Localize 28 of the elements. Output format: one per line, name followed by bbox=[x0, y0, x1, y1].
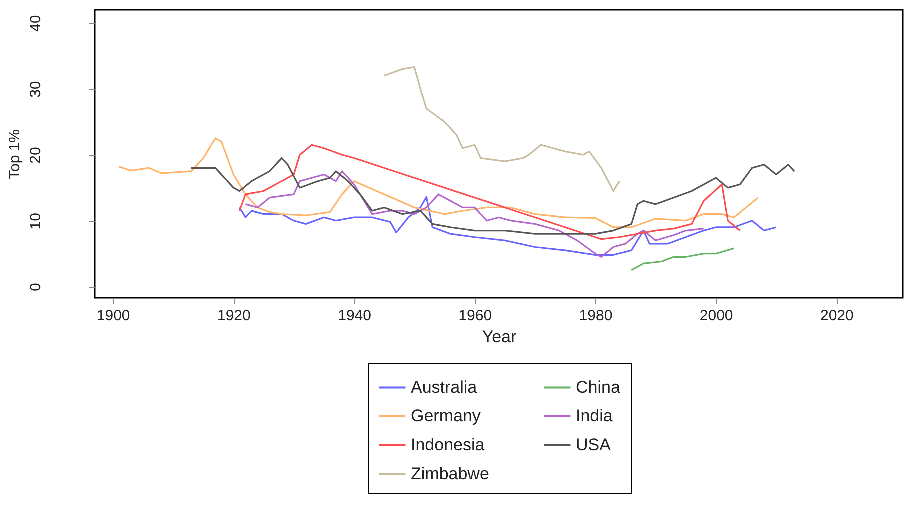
x-tick-label: 2000 bbox=[700, 308, 734, 324]
line-series bbox=[238, 196, 778, 256]
legend-label: Indonesia bbox=[411, 436, 486, 454]
y-tick-label: 30 bbox=[28, 81, 44, 98]
legend-label: India bbox=[576, 406, 614, 426]
x-tick-label: 1940 bbox=[338, 308, 372, 324]
legend-label: Australia bbox=[411, 378, 478, 397]
line-series bbox=[118, 138, 760, 228]
y-tick-label: 0 bbox=[28, 283, 44, 292]
x-tick-label: 1900 bbox=[96, 308, 130, 324]
x-tick-label: 1920 bbox=[218, 308, 251, 324]
line-series bbox=[238, 144, 741, 240]
y-axis-title: Top 1% bbox=[6, 129, 24, 180]
y-tick-label: 20 bbox=[28, 147, 44, 164]
x-tick-label: 1980 bbox=[579, 308, 613, 324]
line-series bbox=[190, 157, 796, 235]
x-axis-title: Year bbox=[482, 328, 518, 346]
line-series bbox=[244, 170, 705, 258]
legend-label: China bbox=[576, 378, 621, 397]
x-tick-label: 2020 bbox=[820, 308, 854, 324]
legend-label: Zimbabwe bbox=[411, 464, 490, 484]
x-tick-label: 1960 bbox=[458, 308, 492, 324]
legend-label: Germany bbox=[411, 406, 482, 426]
y-tick-label: 40 bbox=[28, 15, 44, 32]
y-tick-label: 10 bbox=[28, 213, 44, 230]
line-series bbox=[384, 66, 620, 192]
legend-label: USA bbox=[576, 436, 612, 454]
line-series bbox=[630, 248, 735, 272]
